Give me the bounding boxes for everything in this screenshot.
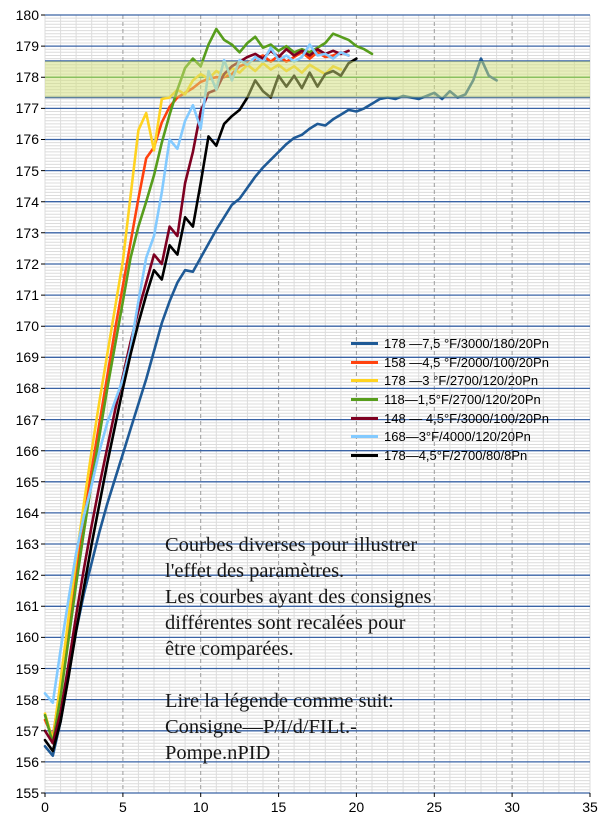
legend-item: 178—4,5°F/2700/80/8Pn xyxy=(351,446,549,465)
y-tick-label: 174 xyxy=(15,193,39,210)
legend-line-swatch xyxy=(351,453,378,457)
series-line-3 xyxy=(43,27,374,745)
y-tick-label: 173 xyxy=(15,224,39,241)
y-tick-label: 165 xyxy=(15,473,39,490)
x-tick-label: 15 xyxy=(270,799,287,815)
grid-minor-vertical xyxy=(44,15,591,793)
legend-line-swatch xyxy=(351,397,378,401)
y-tick-label: 159 xyxy=(15,660,39,677)
legend-item: 118—1,5°F/2700/120/20Pn xyxy=(351,390,549,409)
y-tick-label: 156 xyxy=(15,753,39,770)
legend-line-swatch xyxy=(351,341,378,345)
legend-item: 158 —4,5 °F/2000/100/20Pn xyxy=(351,353,549,372)
legend-label: 178 —3 °F/2700/120/20Pn xyxy=(384,373,539,389)
y-tick-label: 162 xyxy=(15,567,39,584)
legend-label: 118—1,5°F/2700/120/20Pn xyxy=(384,391,541,407)
legend-line-swatch xyxy=(351,360,378,364)
legend-label: 148 — 4,5°F/3000/100/20Pn xyxy=(384,410,549,426)
legend-label: 178 —7,5 °F/3000/180/20Pn xyxy=(384,335,549,351)
y-tick-label: 169 xyxy=(15,349,39,366)
y-tick-label: 176 xyxy=(15,131,39,148)
legend-label: 178—4,5°F/2700/80/8Pn xyxy=(384,447,528,463)
axis-ticks xyxy=(41,14,591,797)
x-tick-label: 5 xyxy=(118,799,127,815)
y-tick-label: 166 xyxy=(15,442,39,459)
y-tick-label: 155 xyxy=(15,785,39,801)
y-tick-label: 167 xyxy=(15,411,39,428)
legend-item: 178 —3 °F/2700/120/20Pn xyxy=(351,371,549,390)
y-tick-label: 164 xyxy=(15,504,39,521)
legend-line-swatch xyxy=(351,379,378,383)
y-tick-label: 171 xyxy=(15,287,39,304)
chart-legend: 178 —7,5 °F/3000/180/20Pn 158 —4,5 °F/200… xyxy=(351,334,549,465)
y-tick-label: 180 xyxy=(15,7,39,23)
x-tick-label: 20 xyxy=(348,799,365,815)
x-tick-label: 10 xyxy=(192,799,209,815)
y-tick-label: 178 xyxy=(15,69,39,86)
target-band xyxy=(45,61,590,98)
series-line-4 xyxy=(43,47,350,745)
y-tick-label: 179 xyxy=(15,38,39,55)
legend-item: 148 — 4,5°F/3000/100/20Pn xyxy=(351,409,549,428)
x-tick-label: 35 xyxy=(582,799,598,815)
y-tick-label: 170 xyxy=(15,318,39,335)
legend-line-swatch xyxy=(351,416,378,420)
legend-label: 158 —4,5 °F/2000/100/20Pn xyxy=(384,354,549,370)
grid-minor-horizontal xyxy=(45,17,590,791)
legend-line-swatch xyxy=(351,435,378,439)
x-tick-label: 0 xyxy=(41,799,49,815)
grid-major-vertical xyxy=(122,15,513,793)
x-tick-label: 25 xyxy=(426,799,443,815)
y-tick-label: 161 xyxy=(15,598,39,615)
y-tick-label: 160 xyxy=(15,629,39,646)
series-line-5 xyxy=(43,43,350,705)
y-tick-label: 175 xyxy=(15,162,39,179)
annotation-text: Courbes diverses pour illustrer l'effet … xyxy=(165,534,432,764)
legend-item: 168—3°F/4000/120/20Pn xyxy=(351,427,549,446)
y-tick-label: 177 xyxy=(15,100,39,117)
y-tick-label: 172 xyxy=(15,255,39,272)
series-line-0 xyxy=(43,57,498,758)
y-tick-label: 168 xyxy=(15,380,39,397)
legend-item: 178 —7,5 °F/3000/180/20Pn xyxy=(351,334,549,353)
x-tick-label: 30 xyxy=(504,799,520,815)
legend-label: 168—3°F/4000/120/20Pn xyxy=(384,429,531,445)
y-tick-label: 158 xyxy=(15,691,39,708)
y-tick-label: 163 xyxy=(15,536,39,553)
y-tick-label: 157 xyxy=(15,722,39,739)
